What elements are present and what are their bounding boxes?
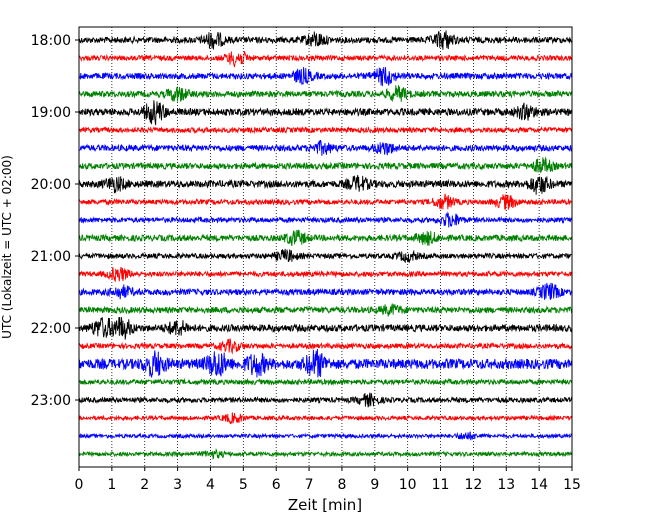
y-tick-label: 22:00: [31, 321, 71, 337]
trace-line: [78, 125, 573, 135]
x-tick-label: 1: [107, 477, 116, 493]
x-tick-label: 3: [173, 477, 182, 493]
x-tick-label: 10: [399, 477, 417, 493]
trace-line: [78, 282, 573, 300]
grid-lines: [111, 27, 540, 467]
x-axis-label: Zeit [min]: [288, 496, 362, 514]
y-tick-label: 20:00: [31, 177, 71, 193]
trace-line: [78, 30, 573, 50]
trace-line: [78, 193, 573, 210]
trace-line: [78, 229, 573, 247]
trace-line: [78, 412, 573, 425]
x-axis: 0 1 2 3 4 5 6 7 8 9 10 11 12 13 14 15: [75, 467, 581, 493]
trace-line: [78, 316, 573, 340]
plot-frame: [78, 26, 573, 468]
trace-line: [78, 139, 573, 156]
x-tick-label: 4: [206, 477, 215, 493]
trace-line: [78, 50, 573, 68]
x-tick-label: 13: [497, 477, 515, 493]
trace-line: [78, 303, 573, 317]
trace-group: [78, 30, 573, 460]
trace-line: [78, 174, 573, 195]
x-tick-label: 6: [272, 477, 281, 493]
trace-line: [78, 67, 573, 87]
x-tick-label: 14: [530, 477, 548, 493]
y-tick-label: 23:00: [31, 393, 71, 409]
y-axis-label: UTC (Lokalzeit = UTC + 02:00): [0, 155, 14, 339]
y-tick-label: 19:00: [31, 105, 71, 121]
x-tick-label: 9: [370, 477, 379, 493]
trace-line: [78, 248, 573, 264]
trace-line: [78, 377, 573, 386]
y-axis: 18:00 19:00 20:00 21:00 22:00 23:00: [31, 33, 79, 409]
trace-line: [78, 100, 573, 126]
trace-line: [78, 156, 573, 173]
x-tick-label: 0: [75, 477, 84, 493]
trace-line: [78, 85, 573, 103]
plot-background: [79, 27, 572, 467]
trace-line: [78, 211, 573, 228]
x-tick-label: 12: [464, 477, 482, 493]
trace-line: [78, 448, 573, 460]
x-tick-label: 5: [239, 477, 248, 493]
trace-line: [78, 266, 573, 282]
x-tick-label: 15: [563, 477, 581, 493]
trace-line: [78, 431, 573, 441]
x-tick-label: 8: [337, 477, 346, 493]
trace-line: [78, 392, 573, 408]
trace-line: [78, 348, 573, 378]
trace-line: [78, 338, 573, 355]
x-tick-label: 2: [140, 477, 149, 493]
y-tick-label: 18:00: [31, 33, 71, 49]
y-tick-label: 21:00: [31, 249, 71, 265]
x-tick-label: 7: [305, 477, 314, 493]
x-tick-label: 11: [432, 477, 450, 493]
